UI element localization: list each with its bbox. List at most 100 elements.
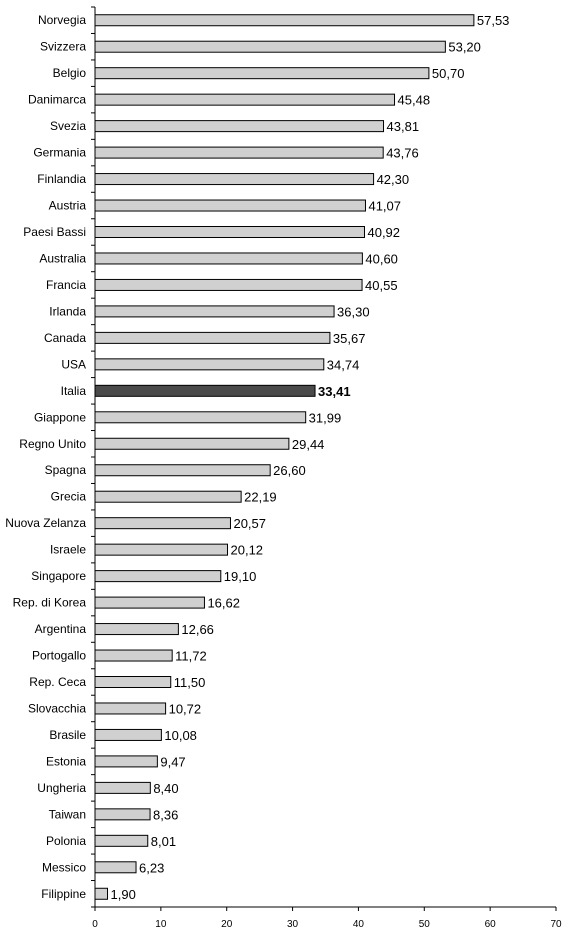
bar xyxy=(94,755,158,768)
labels: Norvegia 57,53 Svizzera 53,20 Belgio 50,70 Dan… xyxy=(5,13,509,902)
value-label: 8,36 xyxy=(153,807,178,822)
category-label: Norvegia xyxy=(38,13,86,27)
category-label: Germania xyxy=(33,146,86,160)
bar xyxy=(94,411,307,424)
bar xyxy=(94,278,363,291)
category-label: Danimarca xyxy=(28,93,86,107)
bar xyxy=(94,834,149,847)
value-label: 10,72 xyxy=(169,701,202,716)
x-tick-label: 40 xyxy=(353,919,365,930)
value-label: 53,20 xyxy=(448,40,481,55)
value-label: 40,92 xyxy=(367,225,400,240)
value-label: 11,50 xyxy=(174,675,206,690)
x-tick-label: 10 xyxy=(155,919,167,930)
bar xyxy=(94,490,242,503)
bar xyxy=(94,808,151,821)
value-label: 35,67 xyxy=(333,331,366,346)
value-label: 29,44 xyxy=(292,437,325,452)
bar xyxy=(94,517,231,530)
category-label: Estonia xyxy=(46,754,86,768)
category-label: Singapore xyxy=(31,569,86,583)
category-label: Canada xyxy=(44,331,86,345)
bar xyxy=(94,649,173,662)
bar xyxy=(94,199,366,212)
x-tick-label: 70 xyxy=(550,919,562,930)
value-label: 8,40 xyxy=(153,781,178,796)
category-label: Rep. di Korea xyxy=(13,596,87,610)
value-label: 19,10 xyxy=(224,569,257,584)
category-label: Giappone xyxy=(34,410,86,424)
bar xyxy=(94,437,290,450)
category-label: Italia xyxy=(61,384,87,398)
bar xyxy=(94,173,375,186)
category-label: Argentina xyxy=(35,622,87,636)
value-label: 57,53 xyxy=(477,13,510,28)
category-label: Svezia xyxy=(50,119,86,133)
category-label: Nuova Zelanza xyxy=(5,516,86,530)
category-label: Australia xyxy=(39,251,86,265)
category-label: Paesi Bassi xyxy=(23,225,86,239)
bars xyxy=(94,14,475,900)
category-label: Belgio xyxy=(53,66,87,80)
category-label: Spagna xyxy=(45,463,87,477)
x-tick-label: 30 xyxy=(287,919,299,930)
category-label: Finlandia xyxy=(37,172,86,186)
value-label: 42,30 xyxy=(377,172,410,187)
value-label: 43,81 xyxy=(387,119,420,134)
value-label: 45,48 xyxy=(398,93,431,108)
category-label: Ungheria xyxy=(37,781,86,795)
bar xyxy=(94,331,331,344)
x-tick-label: 20 xyxy=(221,919,233,930)
value-label: 50,70 xyxy=(432,66,465,81)
bar xyxy=(94,305,335,318)
value-label: 20,12 xyxy=(231,543,264,558)
category-label: USA xyxy=(61,357,86,371)
bar xyxy=(94,543,228,556)
bar xyxy=(94,781,151,794)
value-label: 40,60 xyxy=(365,251,398,266)
bar xyxy=(94,252,363,265)
bar xyxy=(94,14,475,27)
bar xyxy=(94,67,430,80)
value-label: 31,99 xyxy=(309,410,342,425)
bar xyxy=(94,676,172,688)
category-label: Portogallo xyxy=(32,649,86,663)
bar xyxy=(94,887,109,900)
category-label: Francia xyxy=(46,278,86,292)
bar xyxy=(94,93,396,106)
bar xyxy=(94,861,137,874)
category-label: Filippine xyxy=(41,887,86,901)
value-label: 40,55 xyxy=(365,278,398,293)
value-label: 26,60 xyxy=(273,463,306,478)
x-tick-label: 50 xyxy=(419,919,431,930)
category-label: Israele xyxy=(50,543,86,557)
bar xyxy=(94,464,271,477)
bar xyxy=(94,596,205,609)
category-label: Slovacchia xyxy=(28,701,86,715)
value-label: 11,72 xyxy=(175,649,207,664)
value-label: 36,30 xyxy=(337,304,370,319)
bar xyxy=(94,623,179,636)
value-label: 22,19 xyxy=(244,490,277,505)
bar xyxy=(94,226,365,238)
category-label: Regno Unito xyxy=(19,437,86,451)
bar xyxy=(94,120,385,133)
category-label: Messico xyxy=(42,860,86,874)
bar xyxy=(94,40,446,53)
bar xyxy=(94,728,162,741)
category-label: Grecia xyxy=(51,490,87,504)
bar xyxy=(94,358,325,371)
value-label: 43,76 xyxy=(386,146,419,161)
bar xyxy=(94,146,384,159)
category-label: Irlanda xyxy=(49,304,86,318)
value-label: 10,08 xyxy=(164,728,197,743)
value-label: 16,62 xyxy=(207,596,240,611)
value-label: 9,47 xyxy=(160,754,185,769)
value-label: 1,90 xyxy=(111,887,136,902)
x-tick-label: 60 xyxy=(485,919,497,930)
category-label: Rep. Ceca xyxy=(29,675,86,689)
value-label: 34,74 xyxy=(327,357,360,372)
value-label: 12,66 xyxy=(181,622,214,637)
value-label: 33,41 xyxy=(318,384,351,399)
